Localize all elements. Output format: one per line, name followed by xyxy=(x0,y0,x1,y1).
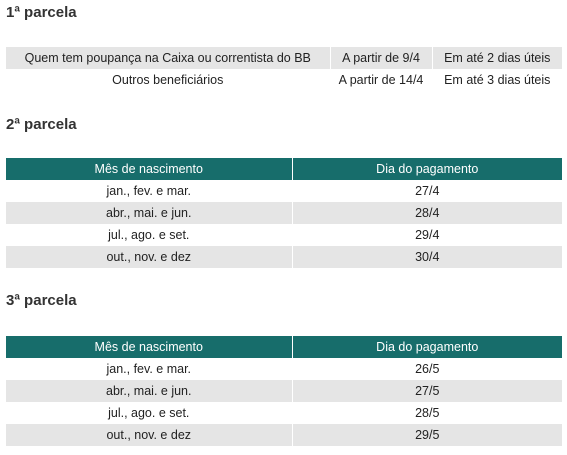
table-cell: jul., ago. e set. xyxy=(108,406,190,420)
table-row: jul., ago. e set. 28/5 xyxy=(6,402,562,424)
table-cell: 28/5 xyxy=(291,402,562,424)
header-row: Mês de nascimento Dia do pagamento xyxy=(6,336,562,358)
table-cell: Em até 2 dias úteis xyxy=(431,47,562,69)
table-cell: Outros beneficiários xyxy=(112,73,224,87)
header-cell: Dia do pagamento xyxy=(291,336,562,358)
payment-table: Mês de nascimento Dia do pagamento jan., f… xyxy=(6,158,562,268)
header-row: Mês de nascimento Dia do pagamento xyxy=(6,158,562,180)
table-cell: abr., mai. e jun. xyxy=(6,202,292,224)
section-heading: 3ª parcela xyxy=(6,292,77,309)
table-cell: out., nov. e dez xyxy=(6,424,292,446)
table-row: out., nov. e dez 29/5 xyxy=(6,424,562,446)
table-row: Quem tem poupança na Caixa ou correntist… xyxy=(6,47,562,69)
table-cell: 29/5 xyxy=(291,424,562,446)
table-row: abr., mai. e jun. 28/4 xyxy=(6,202,562,224)
table-row: out., nov. e dez 30/4 xyxy=(6,246,562,268)
table-row: jan., fev. e mar. 26/5 xyxy=(6,358,562,380)
table-cell: out., nov. e dez xyxy=(6,246,292,268)
table-cell: A partir de 14/4 xyxy=(329,69,432,91)
table-cell: jan., fev. e mar. xyxy=(106,362,192,376)
payment-table: Quem tem poupança na Caixa ou correntist… xyxy=(6,47,562,91)
table-cell: 27/5 xyxy=(291,380,562,402)
table-cell: 26/5 xyxy=(291,358,562,380)
table-cell: 29/4 xyxy=(291,224,562,246)
table-cell: Quem tem poupança na Caixa ou correntist… xyxy=(6,47,330,69)
table-row: abr., mai. e jun. 27/5 xyxy=(6,380,562,402)
header-cell: Dia do pagamento xyxy=(291,158,562,180)
table-cell: abr., mai. e jun. xyxy=(6,380,292,402)
header-cell: Mês de nascimento xyxy=(6,158,292,180)
table-cell: 28/4 xyxy=(291,202,562,224)
table-row: jul., ago. e set. 29/4 xyxy=(6,224,562,246)
table-cell: 27/4 xyxy=(291,180,562,202)
table-cell: jan., fev. e mar. xyxy=(106,184,192,198)
table-cell: A partir de 9/4 xyxy=(329,47,432,69)
table-row: Outros beneficiários A partir de 14/4 Em a… xyxy=(6,69,562,91)
table-cell: 30/4 xyxy=(291,246,562,268)
section-heading: 2ª parcela xyxy=(6,116,77,133)
payment-table: Mês de nascimento Dia do pagamento jan., f… xyxy=(6,336,562,446)
table-cell: jul., ago. e set. xyxy=(108,228,190,242)
table-cell: Em até 3 dias úteis xyxy=(431,69,562,91)
table-row: jan., fev. e mar. 27/4 xyxy=(6,180,562,202)
header-cell: Mês de nascimento xyxy=(6,336,292,358)
section-heading: 1ª parcela xyxy=(6,4,77,21)
